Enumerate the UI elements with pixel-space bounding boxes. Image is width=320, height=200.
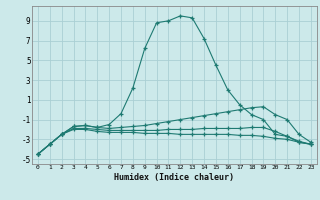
X-axis label: Humidex (Indice chaleur): Humidex (Indice chaleur)	[115, 173, 234, 182]
